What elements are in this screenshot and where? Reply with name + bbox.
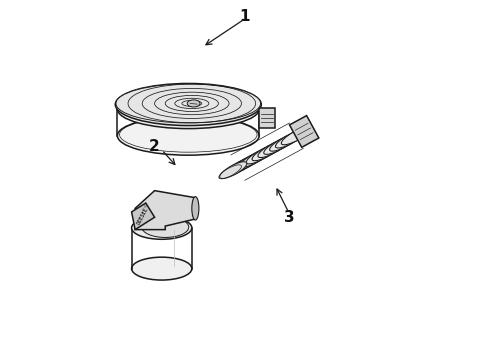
Ellipse shape: [118, 90, 259, 129]
Ellipse shape: [187, 100, 200, 107]
Ellipse shape: [229, 155, 259, 174]
Text: 3: 3: [284, 210, 294, 225]
Ellipse shape: [192, 197, 199, 220]
Polygon shape: [132, 203, 155, 230]
Ellipse shape: [220, 162, 247, 179]
Text: V·6: V·6: [142, 203, 149, 212]
Ellipse shape: [258, 139, 288, 158]
Ellipse shape: [235, 152, 265, 170]
Text: DIESEL: DIESEL: [136, 207, 149, 226]
Ellipse shape: [264, 136, 294, 154]
Ellipse shape: [270, 133, 300, 151]
Polygon shape: [135, 191, 196, 230]
Ellipse shape: [132, 257, 192, 280]
Ellipse shape: [281, 127, 312, 145]
Ellipse shape: [223, 158, 253, 177]
Ellipse shape: [246, 146, 276, 164]
Text: 1: 1: [240, 9, 250, 24]
Ellipse shape: [116, 84, 261, 123]
Ellipse shape: [118, 116, 259, 155]
FancyBboxPatch shape: [259, 108, 275, 127]
Ellipse shape: [241, 149, 270, 167]
Ellipse shape: [252, 143, 282, 161]
Ellipse shape: [142, 217, 189, 238]
Polygon shape: [290, 116, 319, 147]
Ellipse shape: [132, 216, 192, 239]
Ellipse shape: [275, 130, 306, 148]
Ellipse shape: [115, 84, 261, 126]
Text: 2: 2: [149, 139, 160, 154]
